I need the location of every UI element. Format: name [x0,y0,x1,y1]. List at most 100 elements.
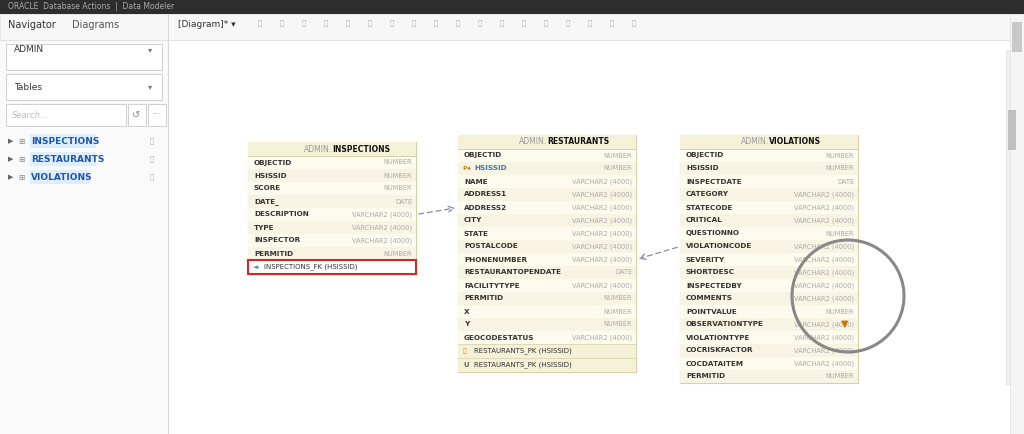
FancyBboxPatch shape [680,279,858,292]
FancyBboxPatch shape [0,40,168,434]
Text: PERMITID: PERMITID [686,374,725,379]
FancyBboxPatch shape [30,134,96,148]
Text: ⬜: ⬜ [302,20,306,26]
FancyBboxPatch shape [458,175,636,188]
FancyBboxPatch shape [680,318,858,331]
FancyBboxPatch shape [0,14,1024,40]
Text: ···: ··· [152,111,160,119]
FancyBboxPatch shape [248,208,416,221]
Text: NUMBER: NUMBER [825,309,854,315]
Text: DESCRIPTION: DESCRIPTION [254,211,309,217]
Text: OBJECTID: OBJECTID [254,160,292,165]
Text: NUMBER: NUMBER [383,250,412,256]
Text: [Diagram]* ▾: [Diagram]* ▾ [178,20,236,29]
FancyBboxPatch shape [680,214,858,227]
Text: NUMBER: NUMBER [383,185,412,191]
Text: VIOLATIONS: VIOLATIONS [31,172,92,181]
Text: HSISSID: HSISSID [474,165,507,171]
FancyBboxPatch shape [1010,14,1024,434]
Text: ORACLE  Database Actions  |  Data Modeler: ORACLE Database Actions | Data Modeler [8,2,174,11]
Text: OBSERVATIONTYPE: OBSERVATIONTYPE [686,322,764,328]
Text: VARCHAR2 (4000): VARCHAR2 (4000) [794,321,854,328]
Text: STATECODE: STATECODE [686,204,733,210]
FancyBboxPatch shape [680,292,858,305]
Text: GEOCODESTATUS: GEOCODESTATUS [464,335,535,341]
FancyBboxPatch shape [30,152,96,166]
FancyBboxPatch shape [680,253,858,266]
Text: VARCHAR2 (4000): VARCHAR2 (4000) [794,217,854,224]
FancyBboxPatch shape [248,156,416,169]
Text: ▶: ▶ [8,174,13,180]
FancyBboxPatch shape [458,135,636,372]
Text: Tables: Tables [14,82,42,92]
FancyBboxPatch shape [248,142,416,156]
Text: DATE: DATE [837,178,854,184]
FancyBboxPatch shape [680,344,858,357]
FancyBboxPatch shape [248,260,416,274]
FancyBboxPatch shape [680,227,858,240]
Text: OBJECTID: OBJECTID [464,152,502,158]
Text: QUESTIONNO: QUESTIONNO [686,230,740,237]
Text: ⬜: ⬜ [456,20,460,26]
Text: Y: Y [464,322,469,328]
Text: DATE: DATE [395,198,412,204]
Text: NUMBER: NUMBER [383,160,412,165]
Text: PHONENUMBER: PHONENUMBER [464,256,527,263]
Text: ▶: ▶ [8,138,13,144]
Text: SHORTDESC: SHORTDESC [686,270,735,276]
FancyBboxPatch shape [248,221,416,234]
FancyBboxPatch shape [458,214,636,227]
Text: ◄: ◄ [253,264,258,270]
Text: HSISSID: HSISSID [254,172,287,178]
Text: VIOLATIONCODE: VIOLATIONCODE [686,243,753,250]
FancyBboxPatch shape [458,162,636,175]
Text: VARCHAR2 (4000): VARCHAR2 (4000) [571,217,632,224]
Text: DATE: DATE [614,270,632,276]
FancyBboxPatch shape [148,104,166,126]
Text: ⬜: ⬜ [632,20,636,26]
FancyBboxPatch shape [128,104,146,126]
Text: RESTAURANTS_PK (HSISSID): RESTAURANTS_PK (HSISSID) [474,348,571,355]
Text: SCORE: SCORE [254,185,282,191]
Text: CRITICAL: CRITICAL [686,217,723,224]
FancyBboxPatch shape [6,44,162,70]
FancyBboxPatch shape [1006,50,1018,384]
Text: 🔗: 🔗 [150,174,155,180]
Text: VARCHAR2 (4000): VARCHAR2 (4000) [794,269,854,276]
Text: ADDRESS1: ADDRESS1 [464,191,507,197]
Text: ADMIN.: ADMIN. [519,138,547,147]
Text: POSTALCODE: POSTALCODE [464,243,518,250]
Text: ⊞: ⊞ [18,172,25,181]
Text: ⬜: ⬜ [390,20,394,26]
Text: ⬜: ⬜ [478,20,482,26]
Text: RESTAURANTS_PK (HSISSID): RESTAURANTS_PK (HSISSID) [474,362,571,368]
Text: VARCHAR2 (4000): VARCHAR2 (4000) [571,191,632,198]
Text: VIOLATIONTYPE: VIOLATIONTYPE [686,335,751,341]
Text: ADMIN: ADMIN [14,46,44,55]
Text: PERMITID: PERMITID [464,296,503,302]
FancyBboxPatch shape [6,104,126,126]
Text: ⬜: ⬜ [544,20,548,26]
Text: 🔗: 🔗 [150,138,155,144]
FancyBboxPatch shape [680,175,858,188]
Text: CATEGORY: CATEGORY [686,191,729,197]
Text: COCRISKFACTOR: COCRISKFACTOR [686,348,754,354]
Text: ▼: ▼ [842,319,849,329]
Text: INSPECTEDBY: INSPECTEDBY [686,283,741,289]
Text: SEVERITY: SEVERITY [686,256,725,263]
FancyBboxPatch shape [248,182,416,195]
FancyBboxPatch shape [248,195,416,208]
Text: Search...: Search... [12,111,49,119]
FancyBboxPatch shape [458,135,636,149]
Text: Diagrams: Diagrams [72,20,119,30]
Text: ▾: ▾ [148,82,153,92]
Text: INSPECTIONS: INSPECTIONS [332,145,390,154]
FancyBboxPatch shape [458,292,636,305]
Text: VARCHAR2 (4000): VARCHAR2 (4000) [571,334,632,341]
Text: ⬜: ⬜ [434,20,438,26]
Text: VARCHAR2 (4000): VARCHAR2 (4000) [794,191,854,198]
Text: VARCHAR2 (4000): VARCHAR2 (4000) [571,243,632,250]
Text: VARCHAR2 (4000): VARCHAR2 (4000) [571,256,632,263]
Text: NUMBER: NUMBER [603,322,632,328]
FancyBboxPatch shape [458,331,636,344]
